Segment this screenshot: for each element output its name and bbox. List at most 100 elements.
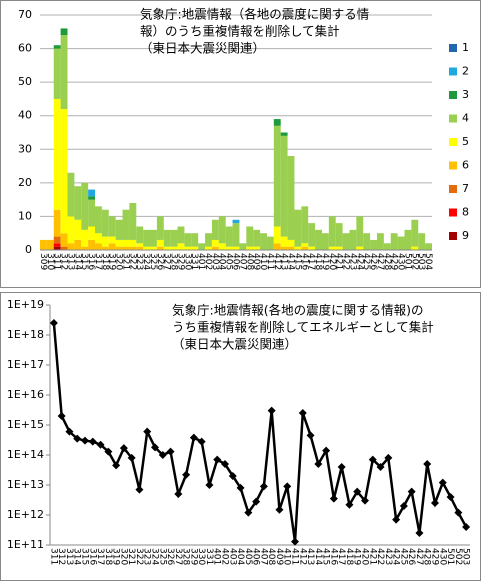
bar-segment bbox=[115, 246, 123, 250]
bar-segment bbox=[273, 119, 281, 126]
x-tick-label: 317 bbox=[93, 253, 103, 270]
bar-segment bbox=[74, 219, 82, 240]
bar-segment bbox=[211, 246, 219, 250]
legend-label: 5 bbox=[462, 135, 469, 148]
x-tick-label: 406 bbox=[231, 253, 241, 270]
x-tick-label: 416 bbox=[299, 253, 309, 270]
x-tick-label: 318 bbox=[103, 548, 113, 565]
x-tick-label: 411 bbox=[290, 548, 300, 565]
marker bbox=[446, 492, 455, 501]
x-tick-label: 425 bbox=[398, 548, 408, 565]
x-tick-label: 417 bbox=[306, 253, 316, 270]
bar-segment bbox=[342, 233, 350, 250]
bar-segment bbox=[280, 236, 288, 247]
x-tick-label: 428 bbox=[422, 548, 432, 565]
bar-segment bbox=[53, 246, 61, 250]
marker bbox=[221, 460, 229, 469]
legend-label: 8 bbox=[462, 206, 469, 219]
marker bbox=[197, 437, 206, 446]
bar-segment bbox=[143, 246, 151, 250]
bar-segment bbox=[205, 246, 212, 250]
bar-segment bbox=[95, 206, 102, 234]
legend-label: 3 bbox=[462, 88, 469, 101]
bar-segment bbox=[328, 216, 336, 247]
bar-segment bbox=[177, 243, 185, 250]
marker bbox=[174, 490, 183, 499]
x-tick-label: 330 bbox=[182, 253, 192, 270]
bar-segment bbox=[232, 223, 240, 247]
bar-segment bbox=[95, 243, 102, 250]
marker bbox=[96, 440, 105, 449]
y-tick-label: 1E+15 bbox=[7, 418, 44, 431]
x-tick-label: 504 bbox=[423, 253, 433, 270]
chart-title: うち重複情報を削除してエネルギーとして集計 bbox=[172, 320, 434, 335]
bar-segment bbox=[280, 135, 288, 237]
bar-segment bbox=[53, 243, 61, 247]
marker bbox=[431, 499, 439, 508]
x-tick-label: 408 bbox=[244, 253, 254, 270]
bar-segment bbox=[108, 216, 116, 237]
x-tick-label: 318 bbox=[100, 253, 110, 270]
legend-swatch bbox=[449, 44, 457, 52]
marker bbox=[127, 453, 136, 462]
bar-segment bbox=[383, 243, 391, 250]
bar-segment bbox=[356, 246, 364, 250]
bar-segment bbox=[88, 199, 96, 227]
x-tick-label: 311 bbox=[48, 548, 58, 565]
bar-segment bbox=[273, 226, 281, 244]
bar-segment bbox=[225, 226, 233, 247]
y-tick-label: 1E+12 bbox=[7, 508, 44, 521]
bar-segment bbox=[163, 246, 171, 250]
y-tick-label: 40 bbox=[18, 109, 32, 122]
x-tick-label: 405 bbox=[224, 253, 234, 270]
marker bbox=[73, 434, 82, 443]
marker bbox=[407, 487, 416, 496]
marker bbox=[151, 443, 159, 452]
marker bbox=[462, 522, 471, 531]
x-tick-label: 325 bbox=[157, 548, 167, 565]
bar-segment bbox=[218, 216, 226, 244]
bar-segment bbox=[246, 246, 254, 250]
bar-segment bbox=[136, 226, 144, 244]
x-tick-label: 312 bbox=[59, 253, 69, 270]
chart-title: 気象庁:地震情報(各地の震度に関する情報)の bbox=[172, 303, 423, 318]
x-tick-label: 503 bbox=[461, 548, 471, 565]
bar-segment bbox=[232, 219, 240, 224]
x-tick-label: 407 bbox=[258, 548, 268, 565]
x-tick-label: 315 bbox=[79, 253, 89, 270]
bar-segment bbox=[136, 243, 144, 247]
x-tick-label: 329 bbox=[188, 548, 198, 565]
marker bbox=[104, 447, 113, 456]
marker bbox=[252, 497, 261, 506]
marker bbox=[454, 508, 463, 517]
x-tick-label: 413 bbox=[279, 253, 289, 270]
bar-segment bbox=[156, 246, 164, 250]
x-tick-label: 326 bbox=[165, 548, 175, 565]
x-tick-label: 320 bbox=[118, 548, 128, 565]
x-tick-label: 401 bbox=[212, 548, 222, 565]
marker bbox=[88, 437, 97, 446]
x-tick-label: 421 bbox=[334, 253, 344, 270]
x-tick-label: 320 bbox=[114, 253, 124, 270]
bar-segment bbox=[115, 219, 123, 240]
bar-segment bbox=[53, 48, 61, 99]
x-tick-label: 326 bbox=[155, 253, 165, 270]
bar-segment bbox=[122, 209, 130, 240]
y-tick-label: 10 bbox=[18, 209, 32, 222]
x-tick-label: 423 bbox=[347, 253, 357, 270]
bar-segment bbox=[122, 246, 130, 250]
x-tick-label: 324 bbox=[150, 548, 160, 565]
chart-title: （東日本大震災関連） bbox=[172, 337, 297, 352]
x-tick-label: 312 bbox=[56, 548, 66, 565]
marker bbox=[259, 482, 268, 491]
marker bbox=[244, 508, 253, 517]
x-tick-label: 402 bbox=[220, 548, 230, 565]
x-tick-label: 503 bbox=[416, 253, 426, 270]
x-tick-label: 416 bbox=[328, 548, 338, 565]
y-tick-label: 60 bbox=[18, 42, 32, 55]
bar-segment bbox=[67, 216, 75, 244]
x-tick-label: 501 bbox=[445, 548, 455, 565]
bar-segment bbox=[308, 223, 316, 247]
marker bbox=[189, 433, 198, 442]
x-tick-label: 501 bbox=[402, 253, 412, 270]
